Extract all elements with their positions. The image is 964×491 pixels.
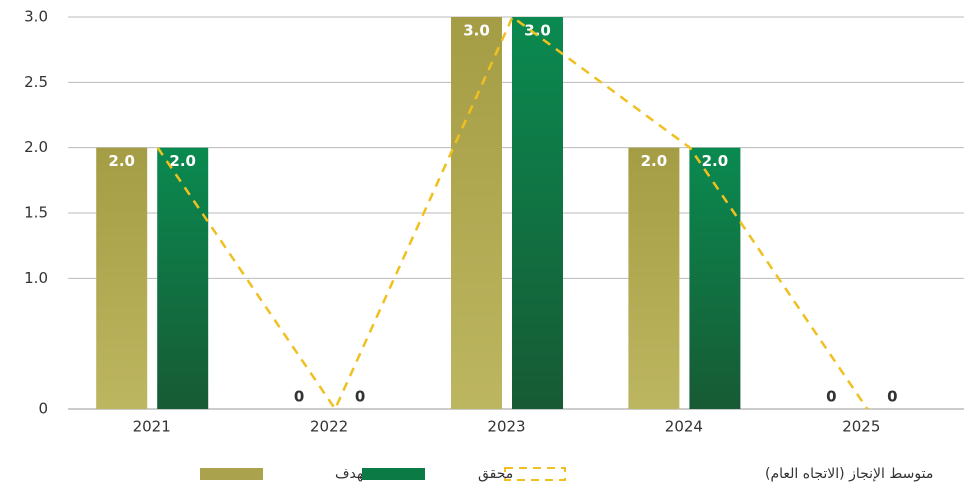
bar	[451, 17, 502, 409]
legend-swatch	[362, 468, 425, 480]
bar	[689, 147, 741, 409]
value-label: 2.0	[641, 152, 668, 170]
value-label: 0	[887, 388, 897, 406]
y-tick-label: 0	[38, 400, 48, 418]
bar	[157, 147, 209, 409]
legend-swatch	[504, 467, 566, 481]
value-label: 2.0	[702, 152, 729, 170]
value-label: 3.0	[524, 22, 551, 40]
y-tick-label: 1.0	[24, 269, 48, 287]
value-label: 0	[294, 388, 304, 406]
x-tick-label: 2023	[487, 418, 525, 436]
value-label: 2.0	[108, 152, 135, 170]
value-label: 2.0	[169, 152, 196, 170]
y-tick-label: 2.0	[24, 138, 48, 156]
value-label: 3.0	[463, 22, 490, 40]
y-tick-label: 3.0	[24, 8, 48, 26]
y-tick-label: 1.5	[24, 204, 48, 222]
x-tick-label: 2024	[665, 418, 703, 436]
x-tick-label: 2022	[310, 418, 348, 436]
trend-line	[156, 15, 869, 412]
bar	[628, 147, 680, 409]
y-tick-label: 2.5	[24, 73, 48, 91]
value-label: 0	[355, 388, 365, 406]
bar	[512, 17, 563, 409]
legend-label: متوسط الإنجاز (الاتجاه العام)	[765, 466, 933, 482]
bar	[96, 147, 148, 409]
legend-swatch	[200, 468, 263, 480]
x-tick-label: 2021	[133, 418, 171, 436]
value-label: 0	[826, 388, 836, 406]
x-tick-label: 2025	[842, 418, 880, 436]
